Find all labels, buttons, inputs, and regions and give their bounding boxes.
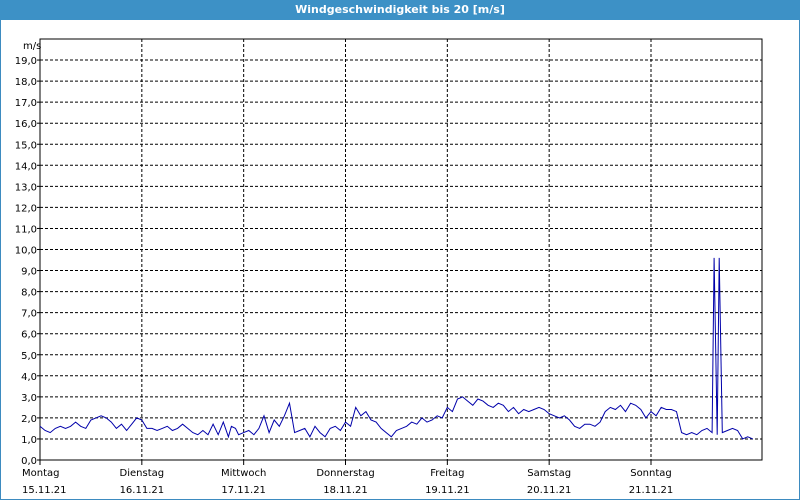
y-tick-label: 4,0: [21, 372, 37, 383]
x-tick-day-label: Sonntag: [630, 468, 672, 479]
x-tick-day-label: Donnerstag: [316, 468, 374, 479]
y-tick-label: 3,0: [21, 393, 37, 404]
y-tick-label: 14,0: [15, 161, 37, 172]
x-tick-date-label: 20.11.21: [527, 485, 572, 496]
x-tick-date-label: 19.11.21: [425, 485, 470, 496]
y-tick-label: 13,0: [15, 182, 37, 193]
y-unit-label: m/s: [23, 41, 41, 52]
x-tick-date-label: 15.11.21: [22, 485, 67, 496]
x-tick-date-label: 17.11.21: [221, 485, 266, 496]
wind-speed-line: [39, 257, 753, 440]
y-tick-label: 16,0: [15, 119, 37, 130]
x-tick-day-label: Dienstag: [120, 468, 165, 479]
x-tick-day-label: Freitag: [430, 468, 464, 479]
y-tick-label: 15,0: [15, 140, 37, 151]
y-tick-label: 12,0: [15, 203, 37, 214]
chart-title: Windgeschwindigkeit bis 20 [m/s]: [0, 0, 800, 20]
y-tick-label: 18,0: [15, 77, 37, 88]
y-tick-label: 10,0: [15, 246, 37, 257]
plot-area-border: [39, 38, 763, 461]
y-tick-label: 2,0: [21, 414, 37, 425]
x-tick-date-label: 18.11.21: [323, 485, 368, 496]
x-tick-date-label: 16.11.21: [120, 485, 165, 496]
y-tick-label: 7,0: [21, 309, 37, 320]
x-tick-day-label: Montag: [22, 468, 59, 479]
x-tick-date-label: 21.11.21: [629, 485, 674, 496]
y-tick-label: 9,0: [21, 267, 37, 278]
y-tick-label: 6,0: [21, 330, 37, 341]
y-tick-label: 11,0: [15, 224, 37, 235]
y-tick-label: 0,0: [21, 456, 37, 467]
y-tick-label: 19,0: [15, 56, 37, 67]
y-tick-label: 17,0: [15, 98, 37, 109]
x-tick-day-label: Mittwoch: [221, 468, 266, 479]
y-tick-label: 5,0: [21, 351, 37, 362]
x-tick-day-label: Samstag: [527, 468, 571, 479]
y-tick-label: 8,0: [21, 288, 37, 299]
y-tick-label: 1,0: [21, 435, 37, 446]
